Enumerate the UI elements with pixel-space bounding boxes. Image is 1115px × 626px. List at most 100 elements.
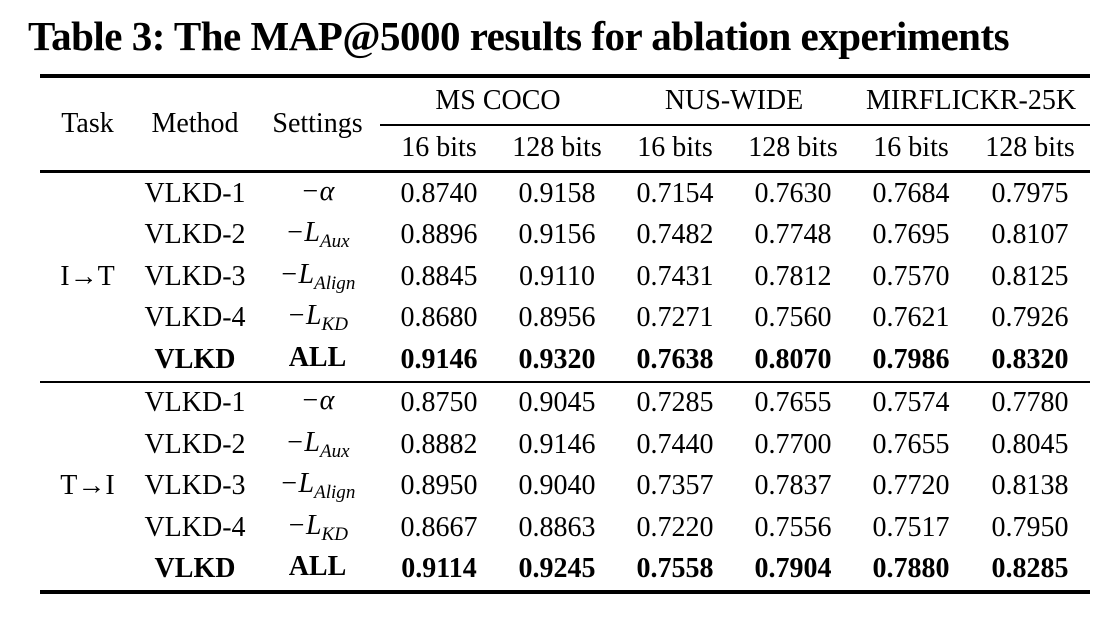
col-header-task: Task (61, 108, 114, 139)
setting-base: −L (285, 217, 320, 249)
table-row: VLKD-2 −LAux 0.8896 0.9156 0.7482 0.7748 0.769… (40, 215, 1090, 257)
col-header-settings: Settings (272, 108, 363, 139)
map-value-cell: 0.9146 (518, 428, 596, 460)
setting-subscript: KD (321, 314, 348, 336)
bits-header: 16 bits (873, 132, 949, 163)
task-block-t2i: T→I VLKD-1 −α 0.8750 0.9045 0.7285 0.7655 0.757… (40, 382, 1090, 593)
setting-cell: −LAlign (255, 466, 380, 508)
bits-header: 16 bits (637, 132, 713, 163)
map-value-cell: 0.8320 (991, 343, 1069, 375)
bits-header: 128 bits (512, 132, 602, 163)
map-value-cell: 0.8845 (400, 260, 478, 292)
map-value-cell: 0.8896 (400, 219, 478, 251)
bits-header: 128 bits (748, 132, 838, 163)
map-value-cell: 0.7748 (754, 219, 832, 251)
setting-base: −L (279, 468, 315, 500)
map-value-cell: 0.9146 (400, 343, 478, 375)
setting-cell: −LAlign (255, 256, 380, 298)
map-value-cell: 0.8138 (991, 470, 1069, 502)
map-value-cell: 0.8045 (991, 428, 1069, 460)
header-bits-row: 16 bits 128 bits 16 bits 128 bits 16 bit… (40, 125, 1090, 172)
setting-cell: −α (255, 382, 380, 425)
map-value-cell: 0.8680 (400, 302, 478, 334)
bits-header: 128 bits (985, 132, 1075, 163)
setting-cell: −LKD (255, 298, 380, 340)
table-row: VLKD-2 −LAux 0.8882 0.9146 0.7440 0.7700 0.765… (40, 424, 1090, 466)
map-value-cell: 0.7720 (872, 470, 950, 502)
map-value-cell: 0.9156 (518, 219, 596, 251)
map-value-cell: 0.7220 (636, 511, 714, 543)
setting-cell: ALL (255, 549, 380, 593)
map-value-cell: 0.8285 (991, 553, 1069, 585)
map-value-cell: 0.8125 (991, 260, 1069, 292)
map-value-cell: 0.9245 (518, 553, 596, 585)
map-value-cell: 0.7517 (872, 511, 950, 543)
map-value-cell: 0.7630 (754, 177, 832, 209)
map-value-cell: 0.7621 (872, 302, 950, 334)
map-value-cell: 0.7780 (991, 387, 1069, 419)
map-value-cell: 0.9110 (519, 260, 595, 292)
map-value-cell: 0.9045 (518, 387, 596, 419)
col-header-method: Method (151, 108, 239, 139)
method-cell: VLKD (154, 553, 236, 585)
setting-cell: −LAux (255, 424, 380, 466)
bits-header: 16 bits (401, 132, 477, 163)
setting-cell: −LAux (255, 215, 380, 257)
map-value-cell: 0.9114 (401, 553, 477, 585)
map-value-cell: 0.7357 (636, 470, 714, 502)
dataset-header-nus-wide: NUS-WIDE (616, 76, 853, 126)
table-row: T→I VLKD-1 −α 0.8750 0.9045 0.7285 0.7655 0.757… (40, 382, 1090, 501)
setting-subscript: Align (314, 482, 356, 504)
table-row: VLKD-4 −LKD 0.8680 0.8956 0.7271 0.7560 0.7621… (40, 298, 1090, 340)
map-value-cell: 0.9158 (518, 177, 596, 209)
setting-base: −α (300, 385, 335, 417)
method-cell: VLKD-2 (144, 219, 246, 251)
map-value-cell: 0.7556 (754, 511, 832, 543)
setting-base: −L (287, 509, 322, 541)
setting-base: ALL (288, 551, 347, 583)
map-value-cell: 0.7880 (872, 553, 950, 585)
setting-cell: ALL (255, 339, 380, 382)
method-cell: VLKD-1 (144, 387, 246, 419)
header-group-row: Task Method Settings MS COCO NUS-WIDE MI… (40, 76, 1091, 139)
setting-cell: −LKD (255, 507, 380, 549)
setting-base: −α (300, 175, 335, 207)
map-value-cell: 0.7570 (872, 260, 950, 292)
map-value-cell: 0.8107 (991, 219, 1069, 251)
map-value-cell: 0.7271 (636, 302, 714, 334)
map-value-cell: 0.8882 (400, 428, 478, 460)
map-value-cell: 0.7837 (754, 470, 832, 502)
setting-base: −L (279, 258, 315, 290)
table-row: VLKD ALL 0.9146 0.9320 0.7638 0.8070 0.7986 0.8… (40, 339, 1090, 382)
table-row: VLKD ALL 0.9114 0.9245 0.7558 0.7904 0.7880 0.8… (40, 549, 1090, 593)
map-value-cell: 0.7904 (754, 553, 832, 585)
map-value-cell: 0.7638 (636, 343, 714, 375)
method-cell: VLKD-4 (144, 302, 246, 334)
map-value-cell: 0.8950 (400, 470, 478, 502)
map-value-cell: 0.7700 (754, 428, 832, 460)
map-value-cell: 0.7950 (991, 511, 1069, 543)
method-cell: VLKD-3 (144, 470, 246, 502)
map-value-cell: 0.8750 (400, 387, 478, 419)
map-value-cell: 0.7695 (872, 219, 950, 251)
map-value-cell: 0.7655 (872, 428, 950, 460)
setting-base: −L (287, 300, 322, 332)
setting-subscript: Align (314, 272, 356, 294)
map-value-cell: 0.7560 (754, 302, 832, 334)
setting-subscript: Aux (319, 231, 350, 253)
map-value-cell: 0.8667 (400, 511, 478, 543)
map-value-cell: 0.7154 (636, 177, 714, 209)
map-value-cell: 0.9040 (518, 470, 596, 502)
setting-cell: −α (255, 172, 380, 215)
map-value-cell: 0.8740 (400, 177, 478, 209)
setting-base: ALL (288, 341, 347, 373)
map-value-cell: 0.7975 (991, 177, 1069, 209)
method-cell: VLKD-3 (144, 260, 246, 292)
setting-subscript: KD (321, 523, 348, 545)
map-value-cell: 0.8070 (754, 343, 832, 375)
table-row: I→T VLKD-1 −α 0.8740 0.9158 0.7154 0.7630 0.768… (40, 172, 1090, 292)
setting-subscript: Aux (319, 440, 350, 462)
task-cell: T→I (60, 470, 115, 502)
ablation-results-table: Task Method Settings MS COCO NUS-WIDE MI… (40, 74, 1091, 594)
map-value-cell: 0.7684 (872, 177, 950, 209)
